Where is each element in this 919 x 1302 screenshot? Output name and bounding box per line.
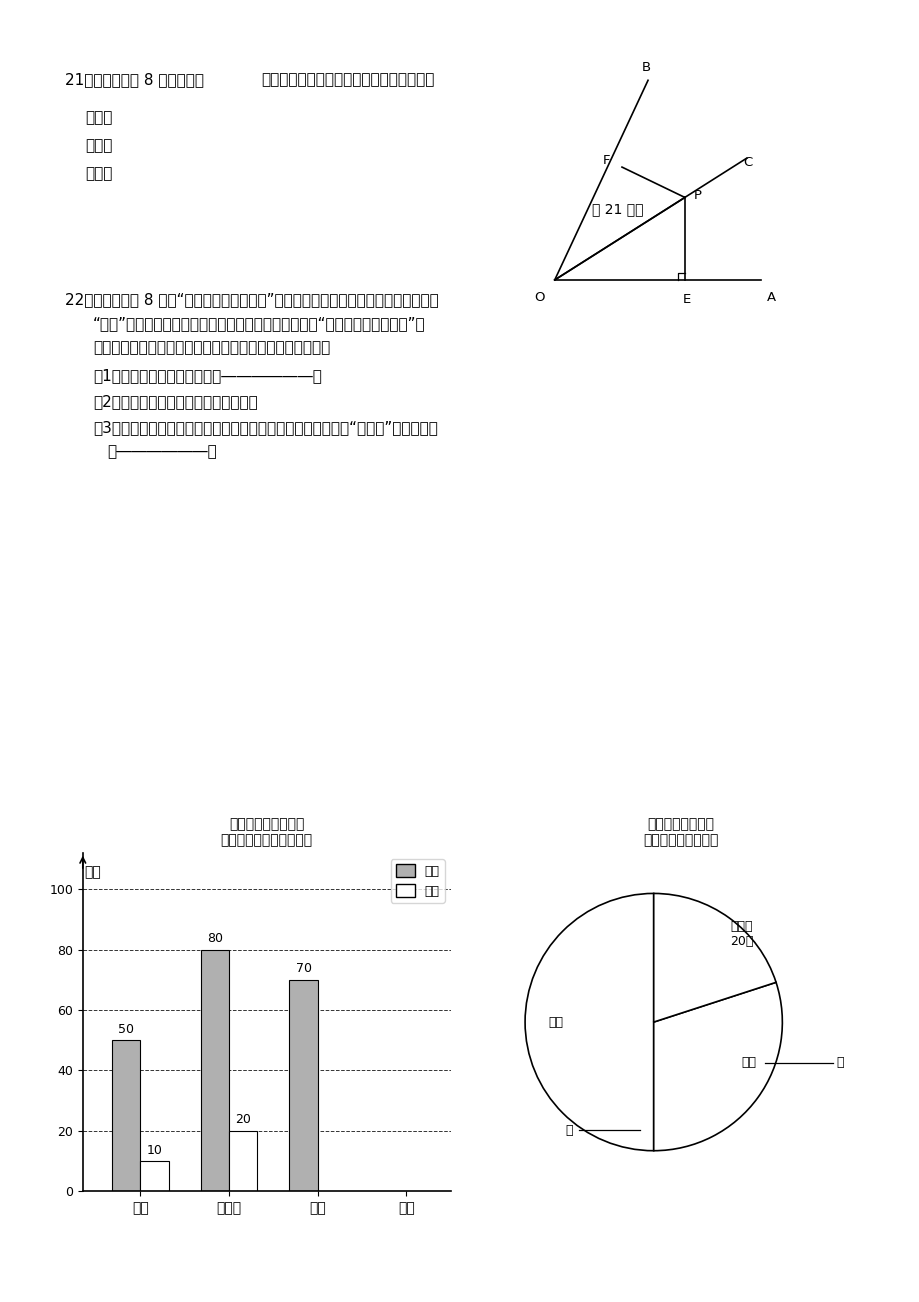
- Text: F: F: [602, 154, 610, 167]
- Text: 是――――――．: 是――――――．: [107, 444, 217, 460]
- Bar: [229, 1131, 257, 1191]
- Text: P: P: [693, 189, 701, 202]
- Text: 象的看法，统计整理制了如下的统计图，请回答下列问题：: 象的看法，统计整理制了如下的统计图，请回答下列问题：: [93, 340, 330, 355]
- Title: 学生及家长对初中骑
电动车上学的态度统计图: 学生及家长对初中骑 电动车上学的态度统计图: [221, 818, 312, 848]
- Text: 第 21 题图: 第 21 题图: [592, 202, 643, 216]
- Bar: [112, 1040, 141, 1191]
- Bar: [141, 1161, 168, 1191]
- Text: A: A: [766, 290, 776, 303]
- Text: 证明：: 证明：: [85, 165, 112, 181]
- Text: 10: 10: [146, 1143, 163, 1156]
- Text: “五一”假期，随机抄查了本校若干名学生和部分家长对“初中生骑电动车上学”现: “五一”假期，随机抄查了本校若干名学生和部分家长对“初中生骑电动车上学”现: [93, 316, 425, 331]
- Bar: [289, 979, 317, 1191]
- Text: 人数: 人数: [85, 865, 101, 879]
- Wedge shape: [653, 893, 776, 1022]
- Text: （1）这次抄查的家长总人数为――――――；: （1）这次抄查的家长总人数为――――――；: [93, 368, 322, 383]
- Text: 已知：: 已知：: [85, 109, 112, 125]
- Text: ％: ％: [835, 1056, 843, 1069]
- Title: 家长对初中骑电动
车上学的态度统计图: 家长对初中骑电动 车上学的态度统计图: [642, 818, 718, 848]
- Text: 20: 20: [235, 1113, 251, 1126]
- Text: 21．（本题满分 8 分）求证：: 21．（本题满分 8 分）求证：: [65, 72, 204, 87]
- Text: ％: ％: [564, 1124, 572, 1137]
- Text: （2）请补全条形统计图和扇形统计图；: （2）请补全条形统计图和扇形统计图；: [93, 395, 257, 409]
- Text: 50: 50: [119, 1022, 134, 1035]
- Text: 70: 70: [295, 962, 312, 975]
- Text: 角平分线上的点到这个角的两边距离相等．: 角平分线上的点到这个角的两边距离相等．: [261, 72, 434, 87]
- Text: 图 2: 图 2: [688, 1105, 710, 1118]
- Text: 图 1: 图 1: [241, 1105, 263, 1118]
- Text: O: O: [534, 290, 544, 303]
- Text: E: E: [682, 293, 690, 306]
- Text: B: B: [641, 61, 650, 74]
- Text: 无所谓
20％: 无所谓 20％: [730, 921, 753, 948]
- Text: （3）从这次接受调查的学生中，随机抄查一个学生恰好抄到持“无所谓”态度的概率: （3）从这次接受调查的学生中，随机抄查一个学生恰好抄到持“无所谓”态度的概率: [93, 421, 437, 435]
- Text: 求证：: 求证：: [85, 138, 112, 154]
- Text: 反对: 反对: [548, 1016, 562, 1029]
- Text: C: C: [743, 156, 752, 169]
- Legend: 学生, 家长: 学生, 家长: [391, 859, 444, 902]
- Wedge shape: [653, 982, 781, 1151]
- Text: 22．（本题满分 8 分）“初中生骑电动车上学”的现象越来越受到社会的关注，某校利用: 22．（本题满分 8 分）“初中生骑电动车上学”的现象越来越受到社会的关注，某校…: [65, 292, 438, 307]
- Bar: [200, 949, 229, 1191]
- Text: 80: 80: [207, 932, 222, 945]
- Text: 赞成: 赞成: [741, 1056, 756, 1069]
- Text: 第22题图: 第22题图: [369, 1130, 411, 1144]
- Wedge shape: [525, 893, 653, 1151]
